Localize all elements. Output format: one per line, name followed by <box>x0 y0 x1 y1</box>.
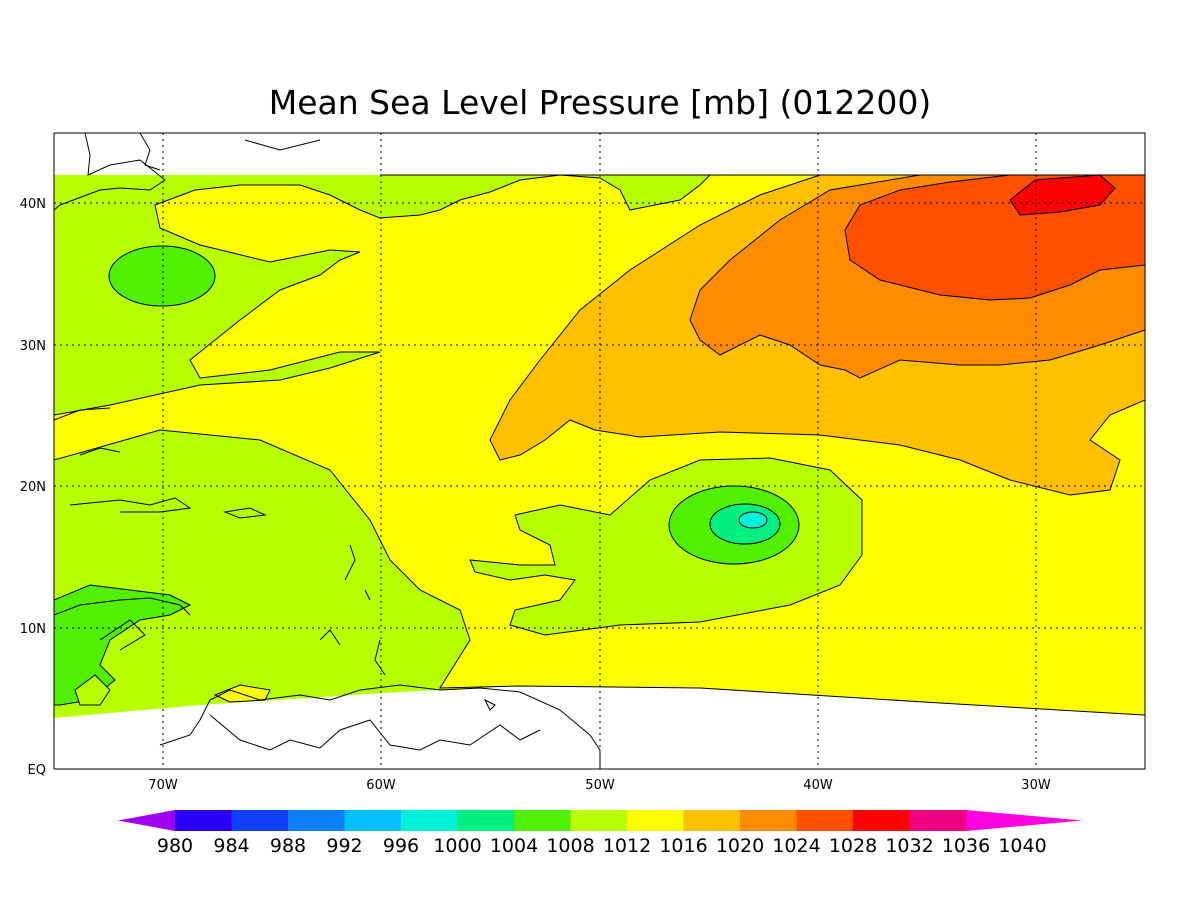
colorbar-label: 1004 <box>490 835 538 857</box>
colorbar-label: 1040 <box>998 835 1046 857</box>
colorbar-label: 992 <box>326 835 362 857</box>
colorbar-label: 1016 <box>659 835 707 857</box>
colorbar-arrow-left <box>118 810 175 831</box>
colorbar-label: 988 <box>270 835 306 857</box>
colorbar-label: 1008 <box>546 835 594 857</box>
colorbar-label: 1020 <box>716 835 764 857</box>
colorbar-swatch <box>457 810 515 831</box>
colorbar-swatch <box>853 810 910 831</box>
colorbar-swatch <box>683 810 741 831</box>
colorbar-swatch <box>514 810 571 831</box>
lat-lon-grid <box>54 133 1145 769</box>
colorbar-swatch <box>909 810 967 831</box>
plot-frame <box>53 132 1146 770</box>
x-tick-50w: 50W <box>585 778 615 793</box>
x-tick-70w: 70W <box>148 778 178 793</box>
colorbar-label: 996 <box>383 835 419 857</box>
colorbar-label: 980 <box>157 835 193 857</box>
colorbar-label: 1036 <box>942 835 990 857</box>
y-tick-30n: 30N <box>20 339 46 354</box>
colorbar-swatch <box>627 810 684 831</box>
colorbar-label: 1000 <box>433 835 481 857</box>
coastlines <box>54 133 601 769</box>
colorbar-label: 1028 <box>829 835 877 857</box>
colorbar-swatch <box>344 810 402 831</box>
colorbar-label: 984 <box>213 835 249 857</box>
pressure-field <box>54 174 1145 718</box>
y-axis: 40N 30N 20N 10N EQ <box>20 197 46 778</box>
y-tick-10n: 10N <box>20 622 46 637</box>
chart-title: Mean Sea Level Pressure [mb] (012200) <box>269 83 931 122</box>
low-1008-northwest <box>108 245 216 307</box>
colorbar-swatch <box>231 810 289 831</box>
colorbar-swatch <box>740 810 797 831</box>
region-1016-southwest <box>213 684 271 703</box>
colorbar-label: 1024 <box>772 835 820 857</box>
x-tick-30w: 30W <box>1021 778 1051 793</box>
region-1012-southwest <box>74 674 111 706</box>
x-tick-40w: 40W <box>803 778 833 793</box>
colorbar: 980 984 988 992 996 1000 1004 1008 1012 1016 1020 1… <box>118 810 1082 857</box>
x-axis: 70W 60W 50W 40W 30W <box>148 778 1051 793</box>
region-1008-southwest <box>54 584 192 706</box>
colorbar-label: 1032 <box>885 835 933 857</box>
low-1000-tropical <box>738 511 768 529</box>
y-tick-40n: 40N <box>20 197 46 212</box>
colorbar-swatch <box>175 810 232 831</box>
colorbar-swatch <box>401 810 458 831</box>
y-tick-eq: EQ <box>28 763 46 778</box>
colorbar-arrow-right <box>966 810 1082 831</box>
colorbar-swatch <box>570 810 628 831</box>
x-tick-60w: 60W <box>366 778 396 793</box>
colorbar-label: 1012 <box>603 835 651 857</box>
y-tick-20n: 20N <box>20 480 46 495</box>
colorbar-swatch <box>288 810 345 831</box>
colorbar-swatch <box>796 810 854 831</box>
